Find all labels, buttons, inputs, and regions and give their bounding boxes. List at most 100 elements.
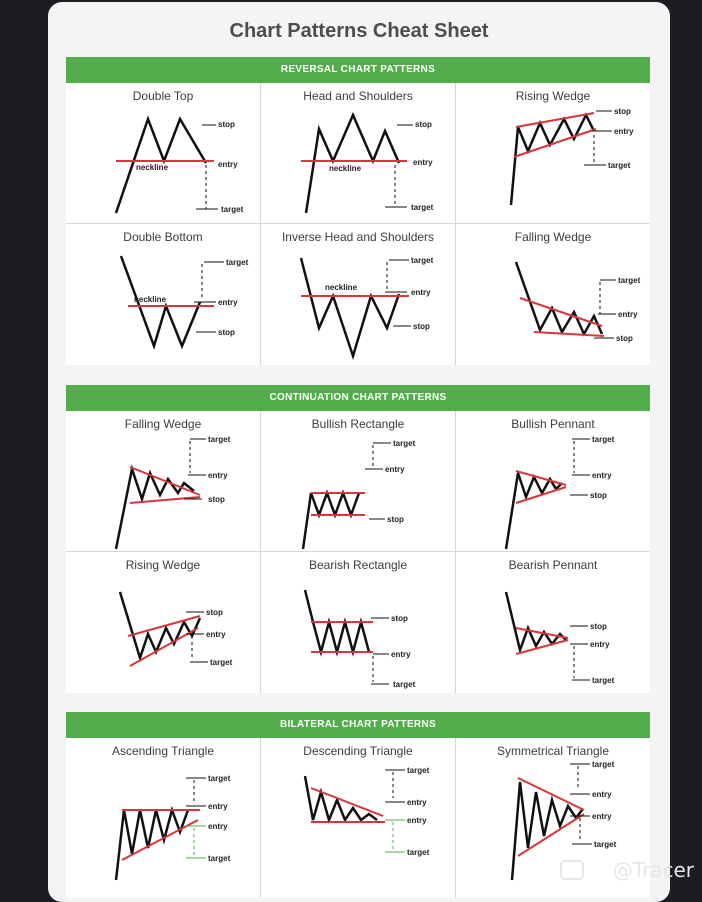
pattern-title: Bullish Rectangle	[311, 417, 405, 431]
pattern-grid: Falling Wedge target entry stop Bullish …	[66, 411, 650, 693]
pattern-diagram: neckline stop entry target	[301, 111, 434, 214]
pattern-title: Head and Shoulders	[303, 89, 413, 103]
entry-label: entry	[407, 816, 427, 825]
stop-label: stop	[616, 334, 633, 343]
pattern-diagram: stop entry target	[118, 591, 233, 667]
stop-label: stop	[391, 614, 408, 623]
pattern-title: Falling Wedge	[124, 417, 202, 431]
entry-label: entry	[407, 798, 427, 807]
target-label: target	[210, 658, 233, 667]
pattern-rising-wedge: Rising Wedge stop entry target	[456, 83, 650, 223]
pattern-ascending-triangle: Ascending Triangle target entry entry ta…	[66, 738, 260, 881]
pattern-title: Rising Wedge	[125, 558, 201, 572]
pattern-diagram: neckline target entry stop	[299, 256, 434, 361]
pattern-title: Bearish Pennant	[508, 558, 598, 572]
pattern-title: Bearish Rectangle	[308, 558, 408, 572]
entry-label: entry	[413, 158, 433, 167]
pattern-double-bottom: Double Bottom neckline target entry stop	[66, 224, 260, 364]
pattern-diagram: target entry stop	[504, 435, 615, 550]
target-label: target	[592, 676, 615, 685]
stop-label: stop	[415, 120, 432, 129]
watermark-text: @Tracer	[612, 858, 694, 882]
target-label: target	[221, 205, 244, 214]
section-header: REVERSAL CHART PATTERNS	[66, 57, 650, 83]
neckline-label: neckline	[136, 163, 169, 172]
pattern-symmetrical-triangle: Symmetrical Triangle target entry entry …	[456, 738, 650, 881]
neckline-label: neckline	[134, 295, 167, 304]
stop-label: stop	[590, 491, 607, 500]
entry-label: entry	[206, 630, 226, 639]
pattern-grid: Double Top neckline stop entry target He…	[66, 83, 650, 365]
entry-label: entry	[592, 471, 612, 480]
target-label: target	[592, 760, 615, 769]
stop-label: stop	[614, 107, 631, 116]
pattern-grid: Ascending Triangle target entry entry ta…	[66, 738, 650, 898]
entry-label: entry	[218, 298, 238, 307]
stop-label: stop	[590, 622, 607, 631]
target-label: target	[407, 848, 430, 857]
entry-label: entry	[391, 650, 411, 659]
pattern-diagram: stop entry target	[303, 589, 416, 689]
pattern-bearish-pennant: Bearish Pennant stop entry target	[456, 552, 650, 692]
target-label: target	[594, 840, 617, 849]
entry-label: entry	[411, 288, 431, 297]
stop-label: stop	[413, 322, 430, 331]
pattern-inverse-head-and-shoulders: Inverse Head and Shoulders neckline targ…	[261, 224, 455, 364]
pattern-diagram: stop entry target	[509, 107, 634, 206]
target-label: target	[618, 276, 641, 285]
stop-label: stop	[206, 608, 223, 617]
pattern-diagram: target entry entry target	[510, 760, 617, 881]
section-header: BILATERAL CHART PATTERNS	[66, 712, 650, 738]
pattern-falling-wedge: Falling Wedge target entry stop	[456, 224, 650, 364]
stop-label: stop	[387, 515, 404, 524]
entry-label: entry	[592, 790, 612, 799]
pattern-head-and-shoulders: Head and Shoulders neckline stop entry t…	[261, 83, 455, 223]
entry-label: entry	[590, 640, 610, 649]
target-label: target	[393, 439, 416, 448]
pattern-title: Falling Wedge	[514, 230, 592, 244]
pattern-bullish-rectangle: Bullish Rectangle target entry stop	[261, 411, 455, 551]
target-label: target	[393, 680, 416, 689]
section-continuation: CONTINUATION CHART PATTERNS Falling Wedg…	[66, 385, 650, 693]
entry-label: entry	[208, 822, 228, 831]
pattern-double-top: Double Top neckline stop entry target	[66, 83, 260, 223]
entry-label: entry	[618, 310, 638, 319]
section-header: CONTINUATION CHART PATTERNS	[66, 385, 650, 411]
target-label: target	[608, 161, 631, 170]
entry-label: entry	[614, 127, 634, 136]
pattern-diagram: stop entry target	[504, 591, 615, 685]
stop-label: stop	[218, 328, 235, 337]
entry-label: entry	[208, 802, 228, 811]
neckline-label: neckline	[329, 164, 362, 173]
target-label: target	[592, 435, 615, 444]
pattern-bearish-rectangle: Bearish Rectangle stop entry target	[261, 552, 455, 692]
entry-label: entry	[385, 465, 405, 474]
entry-label: entry	[592, 812, 612, 821]
target-label: target	[411, 203, 434, 212]
pattern-diagram: target entry stop	[514, 261, 641, 343]
target-label: target	[407, 766, 430, 775]
target-label: target	[208, 435, 231, 444]
watermark-icon	[560, 860, 584, 880]
entry-label: entry	[218, 160, 238, 169]
pattern-diagram: target entry stop	[114, 435, 231, 550]
pattern-diagram: neckline stop entry target	[114, 115, 244, 214]
pattern-title: Bullish Pennant	[511, 417, 595, 431]
neckline-label: neckline	[325, 283, 358, 292]
pattern-falling-wedge-continuation: Falling Wedge target entry stop	[66, 411, 260, 551]
pattern-title: Double Bottom	[123, 230, 203, 244]
pattern-diagram: neckline target entry stop	[119, 255, 249, 350]
pattern-descending-triangle: Descending Triangle target entry entry t…	[261, 738, 455, 878]
pattern-title: Rising Wedge	[515, 89, 591, 103]
pattern-title: Inverse Head and Shoulders	[281, 230, 435, 244]
stop-label: stop	[218, 120, 235, 129]
pattern-rising-wedge-continuation: Rising Wedge stop entry target	[66, 552, 260, 692]
target-label: target	[226, 258, 249, 267]
cheat-sheet-card: Chart Patterns Cheat Sheet REVERSAL CHAR…	[48, 2, 670, 902]
pattern-diagram: target entry stop	[301, 439, 416, 550]
pattern-title: Ascending Triangle	[111, 744, 215, 758]
pattern-title: Double Top	[132, 89, 194, 103]
target-label: target	[411, 256, 434, 265]
pattern-diagram: target entry entry target	[303, 766, 430, 857]
section-reversal: REVERSAL CHART PATTERNS Double Top neckl…	[66, 57, 650, 365]
